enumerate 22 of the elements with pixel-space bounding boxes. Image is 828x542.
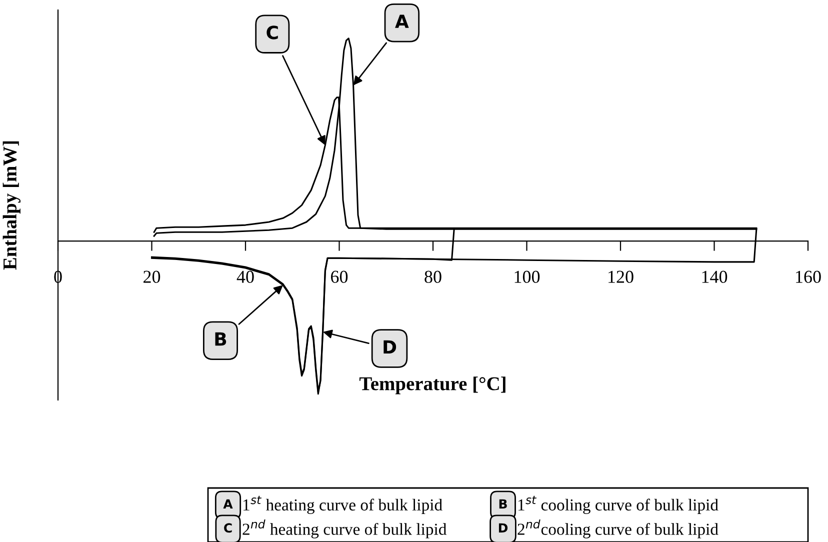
x-tick-label: 100	[514, 270, 540, 283]
annotation: A	[395, 14, 409, 28]
x-tick-label: 60	[331, 270, 348, 283]
text: A	[223, 499, 233, 508]
annotation: C	[266, 26, 278, 40]
x-axis-title: Temperature [°C]	[359, 376, 506, 394]
legend-label: 2$^{nd}$ heating curve of bulk lipid	[242, 520, 447, 538]
legend-label: 2$^{nd}$cooling curve of bulk lipid	[518, 520, 718, 538]
annotation: D	[384, 340, 396, 354]
text: B	[499, 499, 507, 508]
x-tick-label: 160	[796, 270, 821, 283]
annotation: B	[215, 332, 226, 346]
legend-label: 1$^{st}$ heating curve of bulk lipid	[243, 496, 442, 514]
x-tick-label: 80	[424, 270, 442, 283]
x-tick-label: 140	[702, 270, 728, 283]
x-tick-label: 20	[144, 270, 160, 283]
x-tick-label: 40	[236, 270, 254, 283]
x-tick-label: 120	[608, 270, 634, 283]
text: D	[498, 523, 508, 532]
y-axis-title: Enthalpy [mW]	[2, 141, 20, 270]
text: C	[224, 523, 232, 533]
legend-label: 1$^{st}$ cooling curve of bulk lipid	[518, 496, 718, 514]
